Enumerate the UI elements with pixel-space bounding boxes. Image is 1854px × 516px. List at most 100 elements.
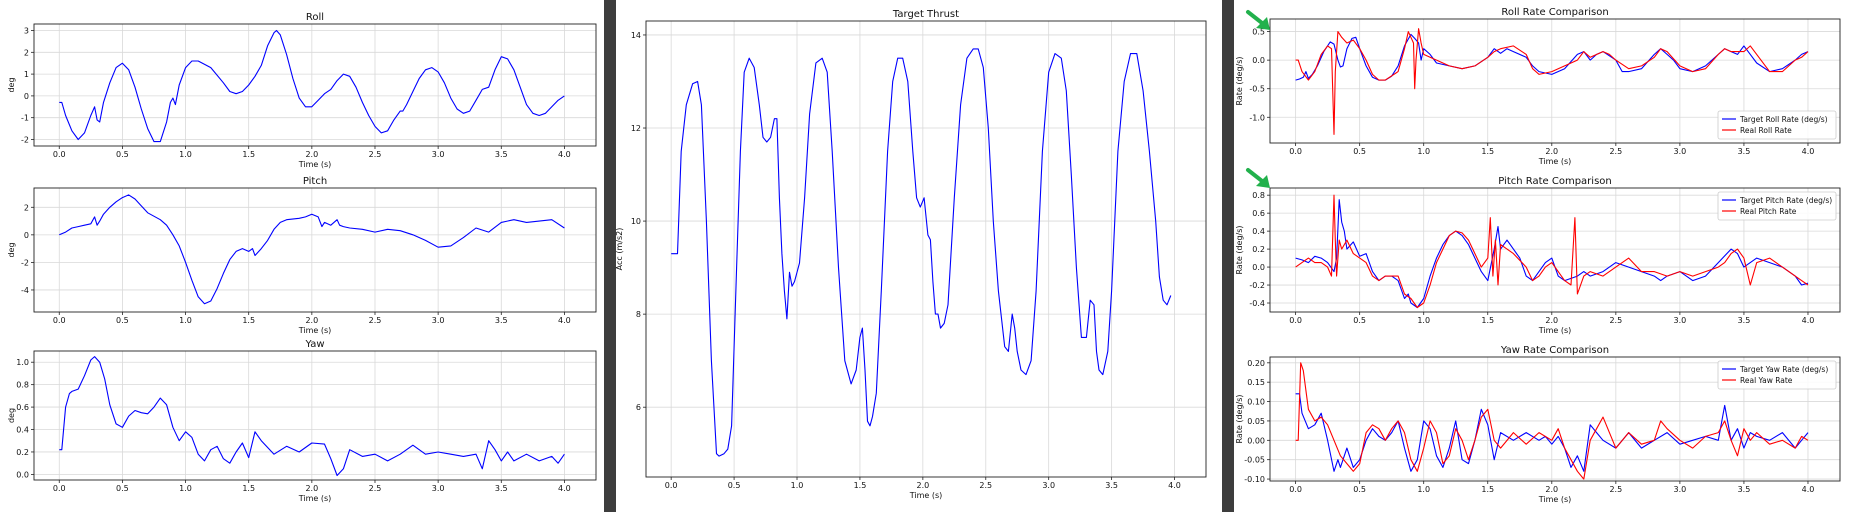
axes-frame: [1269, 187, 1841, 313]
x-tick-label: 0.5: [116, 484, 129, 493]
x-tick-label: 1.0: [1417, 147, 1430, 156]
x-tick-label: 3.0: [432, 316, 445, 325]
x-tick-label: 4.0: [1802, 147, 1815, 156]
y-axis-label: Acc (m/s2): [616, 228, 624, 271]
y-tick-label: 2: [24, 48, 29, 57]
legend: Target Yaw Rate (deg/s) Real Yaw Rate: [1717, 360, 1837, 390]
yaw-chart: 0.0 0.5 1.0 1.5 2.0 2.5 3.0 3.5 4.0 0.0 0.2 0.4 0.6 0…: [7, 339, 597, 503]
x-tick-label: 2.5: [1609, 485, 1622, 494]
y-tick-label: 0.2: [16, 448, 29, 457]
axes-frame: [33, 23, 597, 147]
x-tick-label: 0.5: [116, 150, 129, 159]
roll-chart: 0.0 0.5 1.0 1.5 2.0 2.5 3.0 3.5 4.0 -2 -1 0 1 2 3 Roll T…: [7, 12, 597, 169]
x-tick-label: 1.5: [854, 481, 867, 490]
x-tick-label: 1.5: [242, 150, 255, 159]
x-axis-label: Time (s): [1538, 495, 1572, 504]
chart-title: Pitch Rate Comparison: [1498, 176, 1612, 187]
x-tick-label: 0.5: [1353, 485, 1366, 494]
x-tick-label: 0.0: [53, 150, 66, 159]
x-tick-label: 4.0: [1802, 316, 1815, 325]
y-tick-label: 0.6: [1252, 209, 1265, 218]
x-tick-label: 1.5: [242, 316, 255, 325]
pitch_rate-chart: 0.0 0.5 1.0 1.5 2.0 2.5 3.0 3.5 4.0 -0.4 -0.2 0.0 0.…: [1235, 176, 1841, 335]
x-tick-label: 3.5: [1105, 481, 1118, 490]
y-tick-label: 0.00: [1247, 436, 1265, 445]
chart-title: Pitch: [303, 176, 327, 187]
legend-label: Real Yaw Rate: [1740, 376, 1793, 385]
x-tick-label: 3.5: [1738, 147, 1751, 156]
x-axis-label: Time (s): [1538, 157, 1572, 166]
x-tick-label: 3.0: [1674, 147, 1687, 156]
y-tick-label: 3: [24, 27, 29, 36]
x-tick-label: 1.5: [1481, 485, 1494, 494]
y-tick-label: 10: [631, 217, 641, 226]
axes-frame: [1269, 18, 1841, 144]
yaw_rate-series-line-1: [1295, 362, 1809, 480]
x-tick-label: 1.0: [179, 484, 192, 493]
pitch_rate-series-line-1: [1295, 194, 1809, 309]
x-tick-label: 0.0: [53, 484, 66, 493]
x-tick-label: 1.5: [1481, 147, 1494, 156]
roll_rate-series-line-1: [1295, 28, 1809, 135]
axes-frame: [1269, 356, 1841, 482]
legend: Target Pitch Rate (deg/s) Real Pitch Rate: [1717, 191, 1837, 221]
y-tick-label: 0.20: [1247, 359, 1265, 368]
x-tick-label: 2.0: [1545, 147, 1558, 156]
x-tick-label: 0.5: [1353, 316, 1366, 325]
legend: Target Roll Rate (deg/s) Real Roll Rate: [1717, 110, 1837, 140]
y-axis-label: Rate (deg/s): [1235, 394, 1244, 443]
y-tick-label: 0.2: [1252, 245, 1265, 254]
y-tick-label: 0.4: [1252, 227, 1265, 236]
y-axis-label: deg: [7, 408, 16, 423]
legend-label: Target Pitch Rate (deg/s): [1739, 196, 1832, 205]
x-tick-label: 1.0: [1417, 316, 1430, 325]
yaw_rate-series-line-0: [1295, 393, 1809, 472]
x-axis-label: Time (s): [298, 326, 332, 335]
axes-frame: [645, 20, 1207, 478]
x-tick-label: 1.0: [791, 481, 804, 490]
pitch_rate-series-line-0: [1295, 199, 1809, 309]
y-tick-label: -0.4: [1249, 299, 1265, 308]
thrust-chart: 0.0 0.5 1.0 1.5 2.0 2.5 3.0 3.5 4.0 6 8 10 12 14 Targe…: [615, 9, 1207, 500]
yaw_rate-chart: 0.0 0.5 1.0 1.5 2.0 2.5 3.0 3.5 4.0 -0.10 -0.05 0.0…: [1235, 345, 1841, 504]
x-tick-label: 3.5: [495, 316, 508, 325]
y-tick-label: 14: [631, 31, 641, 40]
y-tick-label: 0.0: [1252, 263, 1265, 272]
x-tick-label: 3.5: [495, 150, 508, 159]
y-axis-label: deg: [7, 77, 16, 92]
y-tick-label: 0.05: [1247, 417, 1265, 426]
x-tick-label: 1.0: [179, 150, 192, 159]
y-tick-label: 0: [24, 231, 29, 240]
x-tick-label: 2.5: [1609, 316, 1622, 325]
x-tick-label: 2.0: [1545, 485, 1558, 494]
x-tick-label: 0.5: [116, 316, 129, 325]
y-tick-label: 0.0: [1252, 56, 1265, 65]
y-tick-label: -2: [21, 258, 29, 267]
legend-label: Target Roll Rate (deg/s): [1739, 115, 1828, 124]
legend-label: Real Roll Rate: [1740, 126, 1792, 135]
yaw-series-line-0: [59, 356, 565, 477]
y-axis-label: Rate (deg/s): [1235, 225, 1244, 274]
y-tick-label: 12: [631, 124, 641, 133]
x-axis-label: Time (s): [298, 160, 332, 169]
x-tick-label: 3.0: [1674, 316, 1687, 325]
x-tick-label: 4.0: [1168, 481, 1181, 490]
y-tick-label: -0.5: [1249, 85, 1265, 94]
green-arrow-icon: [1246, 10, 1270, 30]
y-tick-label: 1.0: [16, 358, 29, 367]
x-tick-label: 2.0: [916, 481, 929, 490]
x-tick-label: 0.5: [1353, 147, 1366, 156]
y-tick-label: -0.2: [1249, 281, 1265, 290]
y-tick-label: -1: [21, 114, 29, 123]
thrust-series-line-0: [671, 48, 1172, 457]
x-tick-label: 4.0: [1802, 485, 1815, 494]
y-tick-label: 1: [24, 70, 29, 79]
green-arrow-icon: [1246, 168, 1270, 188]
x-tick-label: 2.0: [1545, 316, 1558, 325]
x-tick-label: 2.5: [369, 316, 382, 325]
roll_rate-series-line-0: [1295, 33, 1809, 81]
y-tick-label: 0.0: [16, 470, 29, 479]
x-tick-label: 1.5: [1481, 316, 1494, 325]
pitch-series-line-0: [59, 194, 565, 305]
rate-comparison-figure: 0.0 0.5 1.0 1.5 2.0 2.5 3.0 3.5 4.0-1.0-0.50.00.…: [1235, 7, 1841, 504]
